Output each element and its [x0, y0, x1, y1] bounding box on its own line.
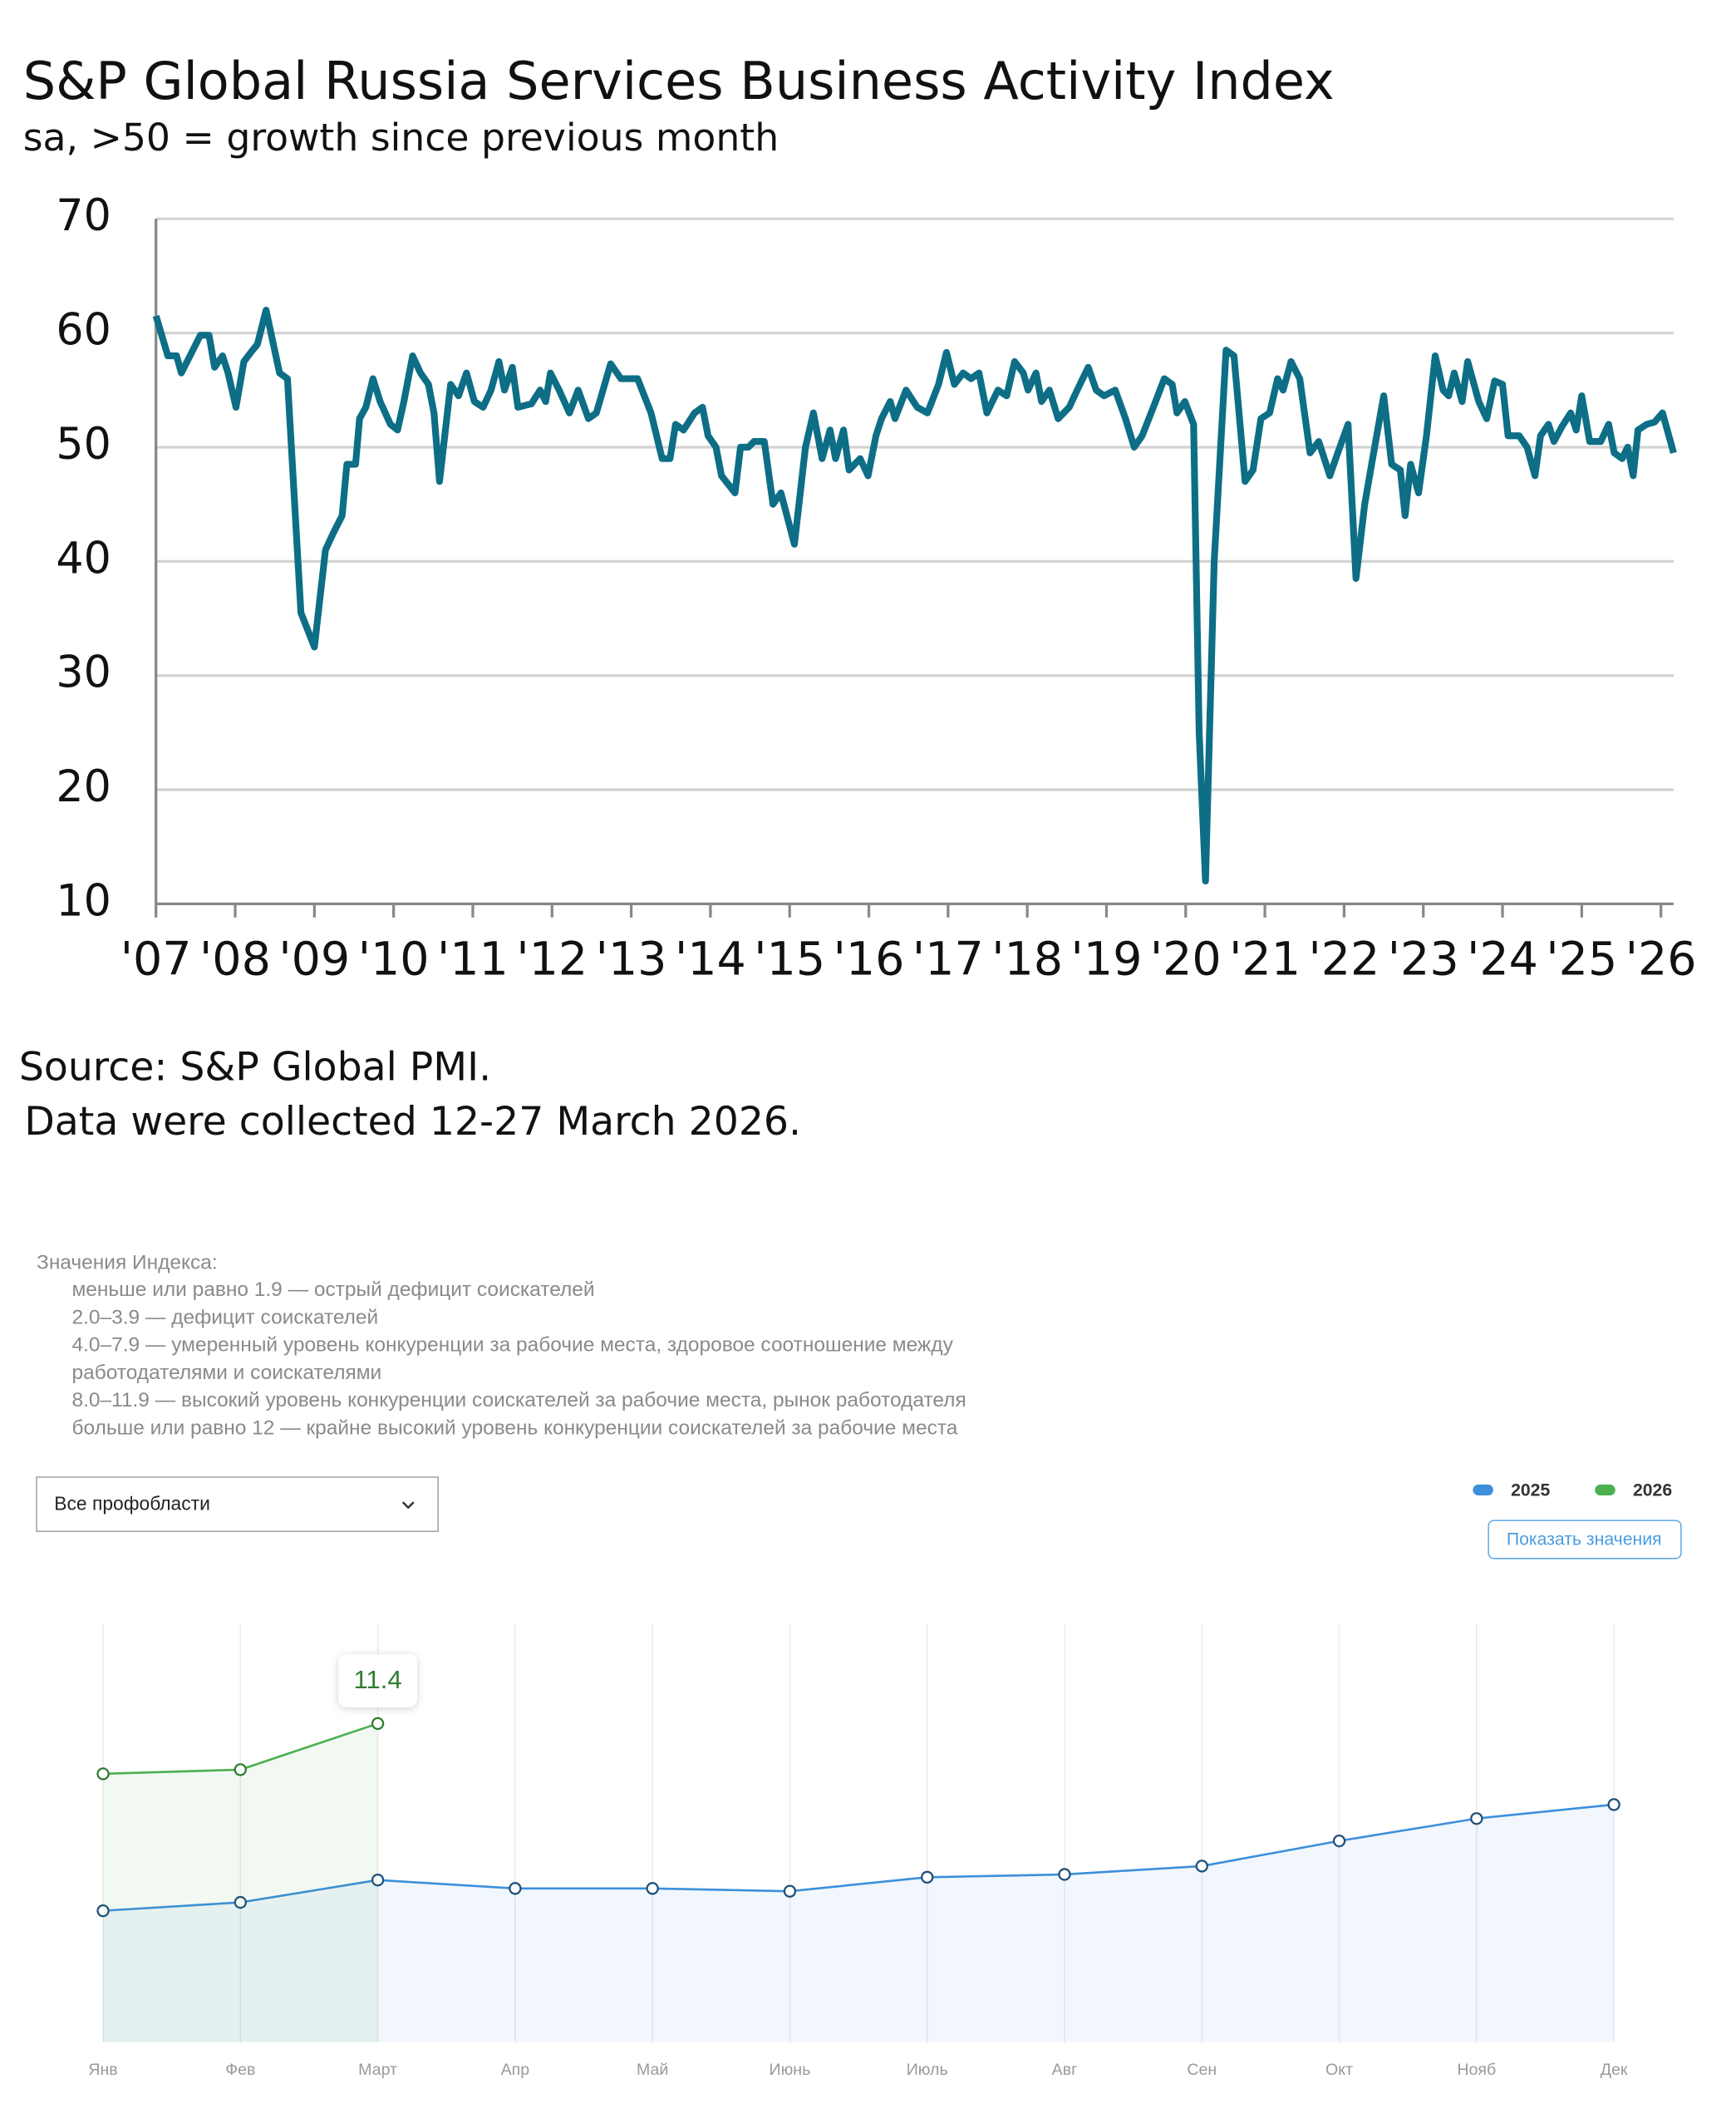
- y-tick-label: 40: [56, 534, 111, 584]
- x-tick-label: '16: [834, 933, 905, 987]
- x-tick-label: Авг: [1052, 2061, 1078, 2079]
- dropdown-chevron: [401, 1501, 415, 1510]
- chart-title: S&P Global Russia Services Business Acti…: [23, 51, 1335, 111]
- dropdown-label: Все профобласти: [54, 1492, 210, 1514]
- index-note-line: 4.0–7.9 — умеренный уровень конкуренции …: [71, 1334, 953, 1357]
- y-tick-label: 60: [56, 306, 111, 356]
- x-tick-label: '23: [1388, 933, 1459, 987]
- x-tick-label: Март: [358, 2061, 397, 2079]
- x-tick-label: '19: [1071, 933, 1143, 987]
- x-tick-label: Фев: [225, 2061, 255, 2079]
- x-tick-label: '18: [991, 933, 1063, 987]
- x-tick-label: '22: [1308, 933, 1379, 987]
- legend-swatch: [1595, 1484, 1616, 1495]
- x-tick-label: Май: [637, 2061, 668, 2079]
- point: [371, 1874, 385, 1887]
- legend-swatch: [1473, 1484, 1493, 1495]
- dropdown[interactable]: [36, 1476, 439, 1533]
- x-tick-label: Нояб: [1457, 2061, 1496, 2079]
- y-tick-label: 70: [56, 191, 111, 241]
- x-tick-label: Сен: [1187, 2061, 1217, 2079]
- area-fill: [103, 1804, 1615, 2042]
- x-tick-label: Окт: [1325, 2061, 1353, 2079]
- data-line: [152, 307, 1677, 885]
- x-tick-label: Июль: [907, 2061, 948, 2079]
- x-tick-label: Дек: [1601, 2061, 1628, 2079]
- button-label: Показать значения: [1507, 1530, 1662, 1549]
- show-values-button[interactable]: [1488, 1520, 1682, 1559]
- point: [1332, 1834, 1346, 1848]
- x-tick-label: '25: [1546, 933, 1617, 987]
- y-tick-label: 30: [56, 648, 111, 698]
- x-tick-label: '24: [1467, 933, 1538, 987]
- x-tick-label: '12: [516, 933, 588, 987]
- y-tick-label: 50: [56, 420, 111, 470]
- index-note-line: меньше или равно 1.9 — острый дефицит со…: [71, 1278, 594, 1301]
- tooltip-value: 11.4: [354, 1665, 402, 1694]
- point: [96, 1767, 110, 1781]
- legend-label: 2025: [1511, 1481, 1550, 1500]
- y-tick-label: 10: [56, 876, 111, 926]
- point: [1058, 1868, 1071, 1881]
- point: [921, 1870, 934, 1884]
- index-note-line: больше или равно 12 — крайне высокий уро…: [71, 1416, 957, 1439]
- point: [1470, 1812, 1483, 1825]
- x-tick-label: '26: [1625, 933, 1697, 987]
- x-tick-label: '20: [1150, 933, 1222, 987]
- legend-label: 2026: [1633, 1481, 1672, 1500]
- x-tick-label: '13: [596, 933, 667, 987]
- index-note-line: 2.0–3.9 — дефицит соискателей: [71, 1306, 378, 1328]
- source: Source: S&P Global PMI.: [19, 1045, 491, 1091]
- x-tick-label: Июнь: [770, 2061, 811, 2079]
- x-tick-label: '09: [278, 933, 350, 987]
- point: [1195, 1860, 1208, 1873]
- point: [646, 1882, 659, 1895]
- tooltip: [338, 1654, 417, 1707]
- index-note-title: Значения Индекса:: [37, 1251, 218, 1273]
- series-line: [102, 1803, 1615, 1912]
- point: [1607, 1798, 1620, 1811]
- x-tick-label: '10: [358, 933, 430, 987]
- index-note-line: 8.0–11.9 — высокий уровень конкуренции с…: [71, 1389, 966, 1411]
- point: [371, 1717, 385, 1731]
- x-tick-label: '21: [1229, 933, 1301, 987]
- point: [509, 1882, 522, 1895]
- note: Data were collected 12-27 March 2026.: [24, 1099, 801, 1145]
- widget-panel: [0, 1214, 1736, 2128]
- y-tick-label: 20: [56, 762, 111, 812]
- x-tick-label: '07: [120, 933, 192, 987]
- x-tick-label: '11: [437, 933, 509, 987]
- point: [234, 1763, 247, 1776]
- point: [234, 1895, 247, 1909]
- x-tick-label: '15: [754, 933, 825, 987]
- point: [783, 1884, 797, 1898]
- area-fill: [103, 1723, 378, 2042]
- x-tick-label: Апр: [501, 2061, 530, 2079]
- chart-subtitle: sa, >50 = growth since previous month: [23, 116, 779, 160]
- point: [96, 1904, 110, 1918]
- index-note-line: работодателями и соискателями: [71, 1362, 381, 1384]
- x-tick-label: '14: [675, 933, 746, 987]
- x-tick-label: '08: [199, 933, 271, 987]
- x-tick-label: Янв: [88, 2061, 117, 2079]
- x-tick-label: '17: [912, 933, 984, 987]
